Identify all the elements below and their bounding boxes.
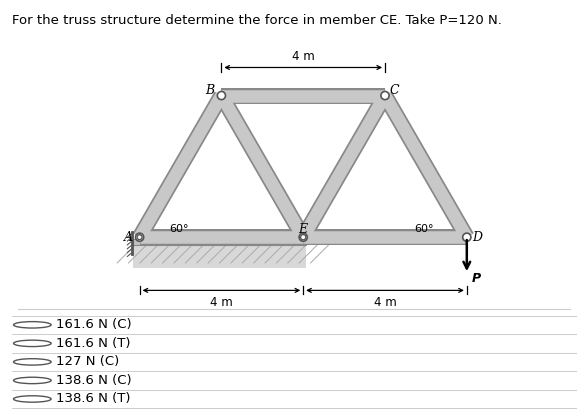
Text: C: C [389, 84, 399, 97]
Text: For the truss structure determine the force in member CE. Take P=120 N.: For the truss structure determine the fo… [12, 14, 502, 27]
Bar [133, 239, 306, 245]
Circle shape [14, 396, 51, 402]
Text: 138.6 N (C): 138.6 N (C) [56, 374, 132, 387]
Text: 161.6 N (T): 161.6 N (T) [56, 337, 131, 350]
Text: D: D [472, 231, 482, 244]
Text: 60°: 60° [169, 224, 189, 234]
Text: A: A [123, 231, 133, 244]
Text: E: E [299, 223, 308, 236]
Circle shape [14, 359, 51, 365]
Circle shape [218, 92, 225, 100]
Circle shape [14, 377, 51, 384]
Text: 4 m: 4 m [210, 296, 233, 309]
Text: 60°: 60° [415, 224, 434, 234]
Text: 161.6 N (C): 161.6 N (C) [56, 318, 132, 331]
Text: P: P [472, 272, 481, 285]
Text: 127 N (C): 127 N (C) [56, 355, 119, 369]
Text: 138.6 N (T): 138.6 N (T) [56, 393, 131, 405]
Circle shape [14, 340, 51, 346]
Bar [133, 245, 306, 268]
Circle shape [14, 321, 51, 328]
Text: 4 m: 4 m [373, 296, 396, 309]
Text: B: B [205, 84, 215, 97]
Circle shape [135, 233, 143, 241]
Text: 4 m: 4 m [292, 49, 315, 63]
Circle shape [463, 233, 471, 241]
Circle shape [300, 235, 306, 240]
Circle shape [137, 235, 142, 240]
Circle shape [381, 92, 389, 100]
Circle shape [299, 233, 308, 241]
